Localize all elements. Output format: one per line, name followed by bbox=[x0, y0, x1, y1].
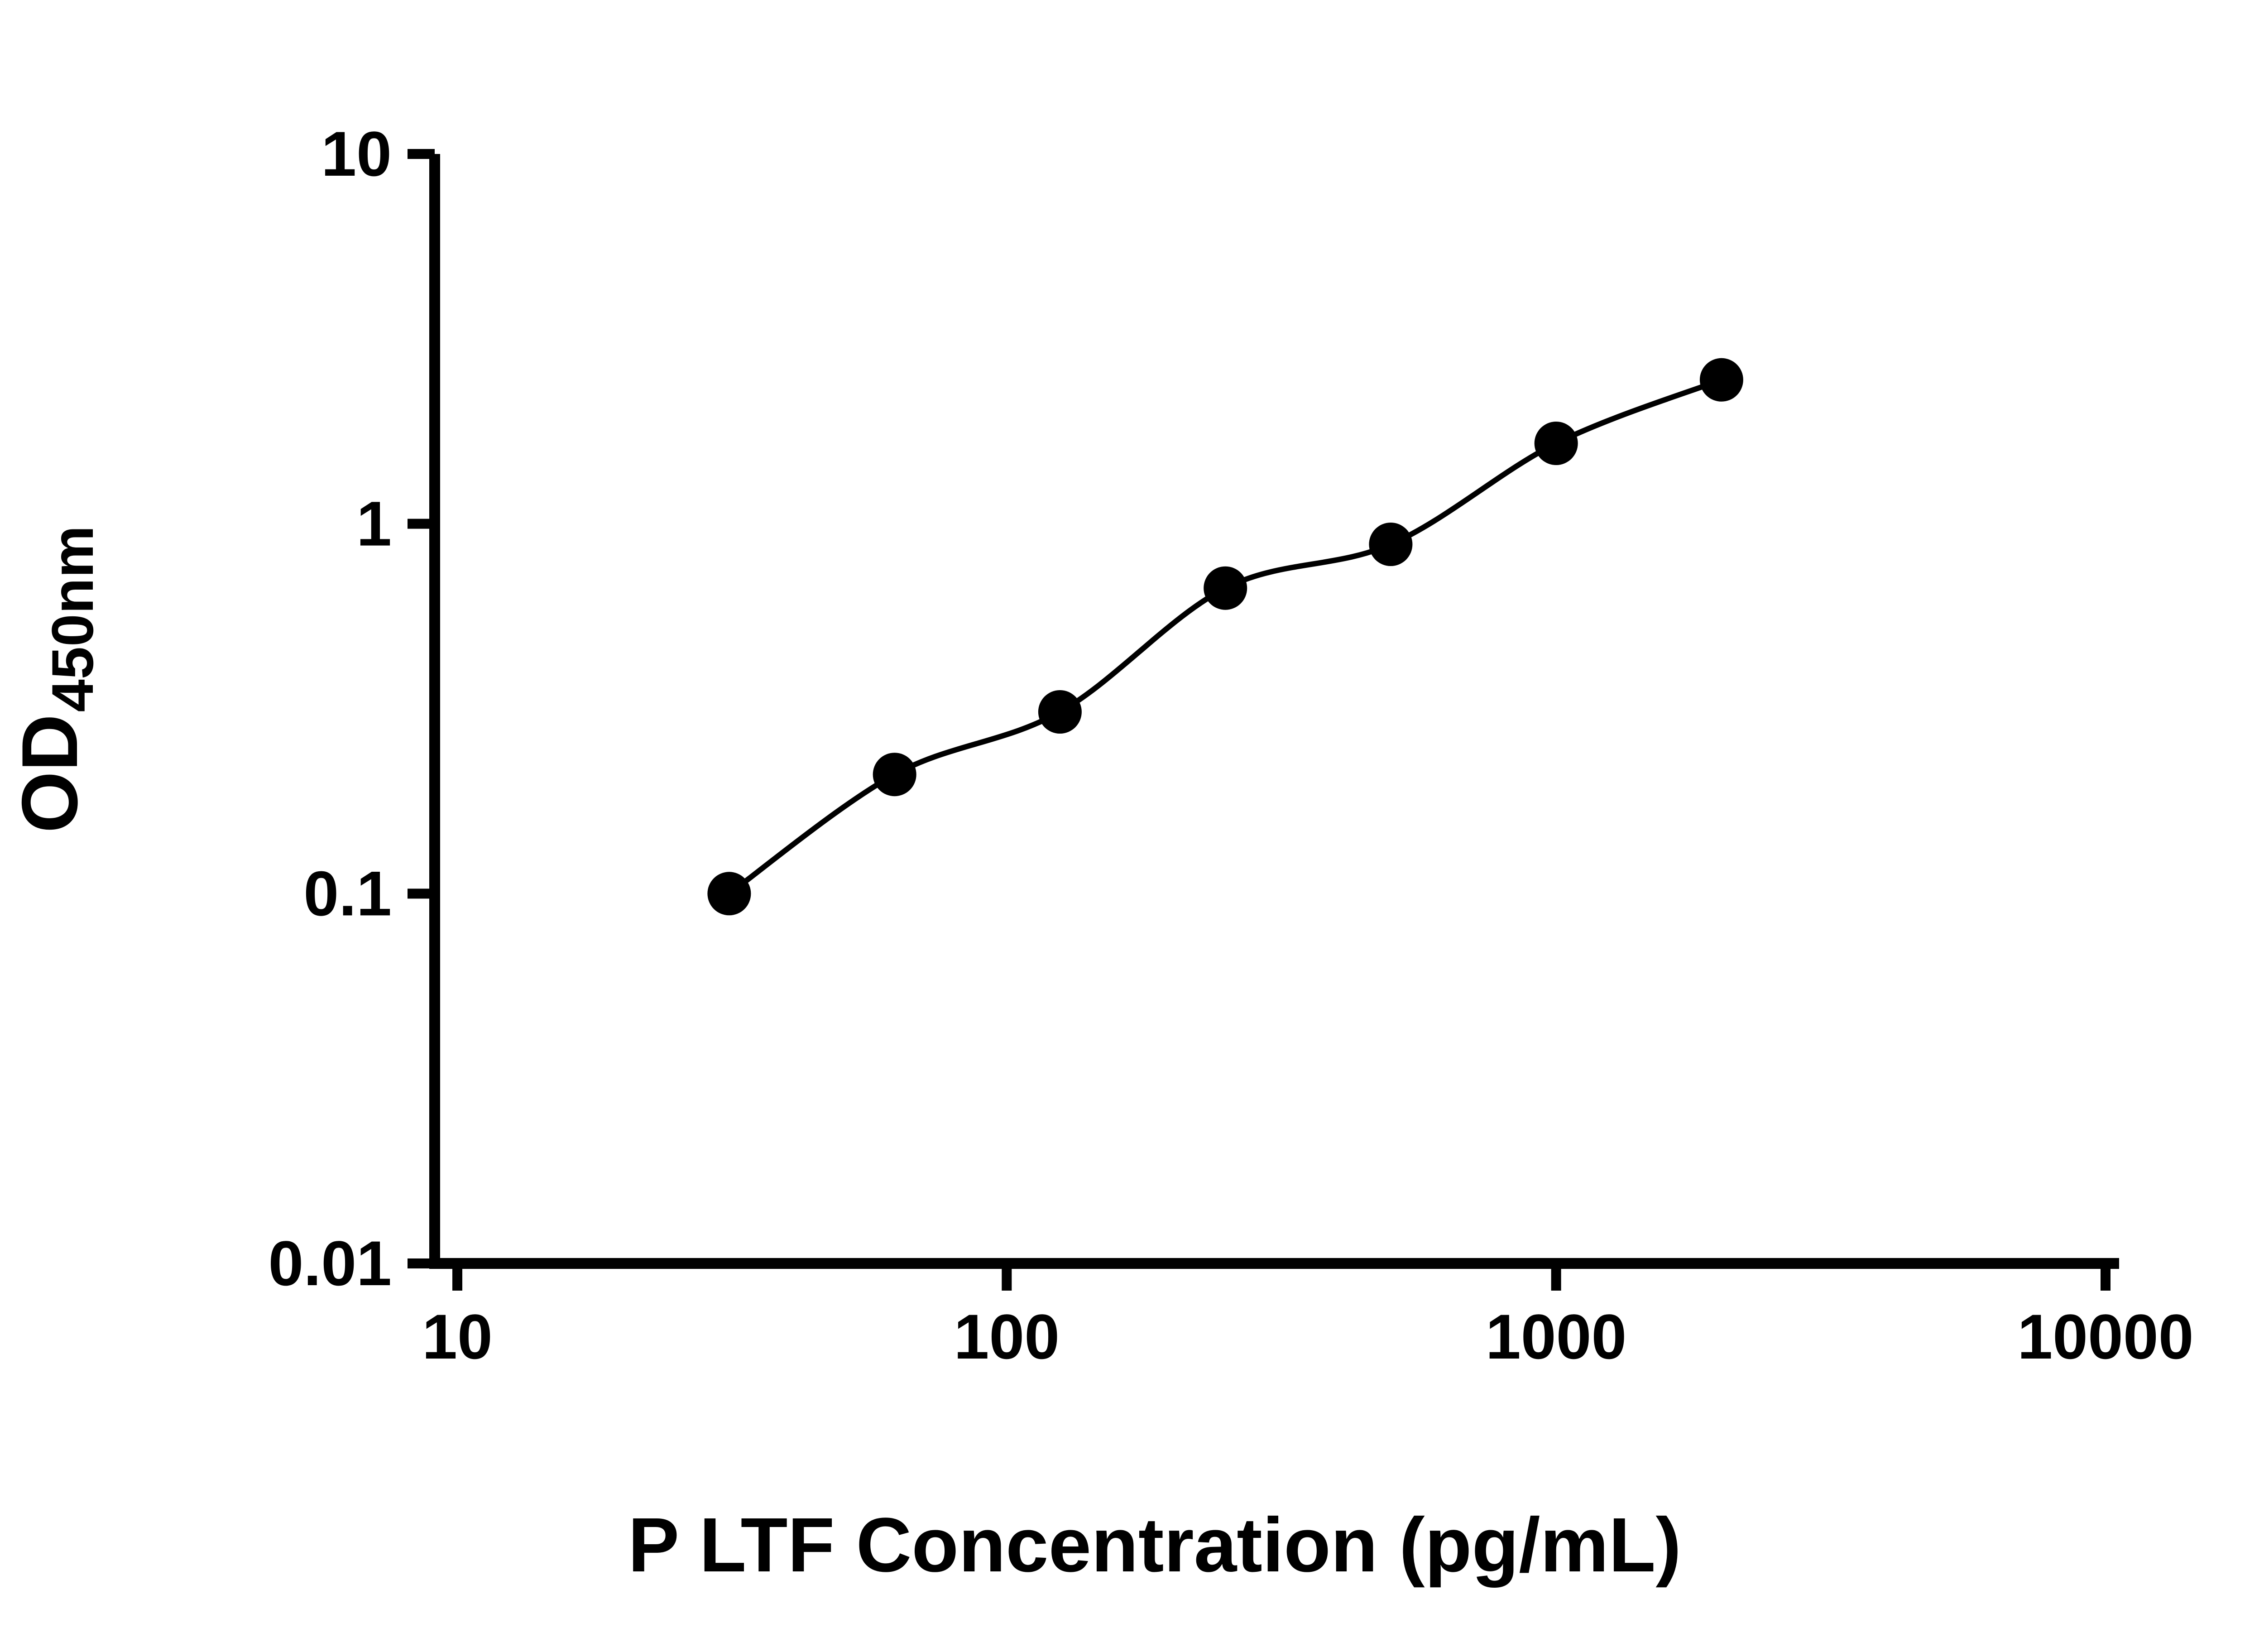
x-tick-label: 100 bbox=[954, 1301, 1060, 1372]
data-point bbox=[1038, 690, 1082, 734]
data-point bbox=[707, 872, 751, 916]
y-tick-label: 0.1 bbox=[303, 858, 392, 929]
x-tick-label: 1000 bbox=[1486, 1301, 1626, 1372]
y-tick-label: 0.01 bbox=[269, 1228, 392, 1299]
data-point bbox=[1369, 523, 1413, 566]
x-tick-label: 10 bbox=[422, 1301, 493, 1372]
plot-series bbox=[707, 358, 1743, 916]
tick-labels: 10 100 1000 10000 0.01 0.1 1 10 bbox=[269, 118, 2194, 1372]
data-point bbox=[1204, 566, 1247, 610]
data-point bbox=[873, 753, 916, 797]
y-axis-title-subscript: 450nm bbox=[39, 526, 106, 712]
x-axis-title: P LTF Concentration (pg/mL) bbox=[628, 1502, 1681, 1588]
data-point bbox=[1534, 422, 1578, 465]
x-tick-label: 10000 bbox=[2017, 1301, 2193, 1372]
tick-marks bbox=[408, 149, 2111, 1291]
y-axis-title-main: OD bbox=[6, 714, 94, 833]
y-tick-label: 10 bbox=[321, 118, 392, 189]
y-axis-title: OD 450nm bbox=[6, 526, 106, 833]
y-tick-label: 1 bbox=[356, 488, 392, 559]
data-point bbox=[1699, 358, 1743, 402]
